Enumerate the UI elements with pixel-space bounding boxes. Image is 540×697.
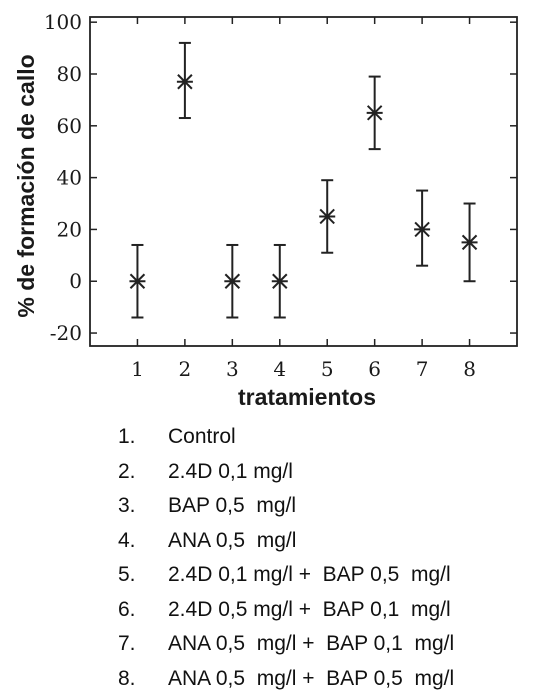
asterisk-marker <box>224 273 241 289</box>
x-axis: 1 2 3 4 5 6 7 8 <box>131 17 476 381</box>
x-tick-label: 2 <box>179 357 192 381</box>
legend-item: 2. 2.4D 0,1 mg/l <box>118 455 454 490</box>
y-tick-label: -20 <box>50 321 82 345</box>
x-tick-label: 5 <box>321 357 334 381</box>
x-axis-title: tratamientos <box>238 384 376 410</box>
y-tick-label: 100 <box>44 10 82 34</box>
legend-item: 8. ANA 0,5 mg/l + BAP 0,5 mg/l <box>118 662 454 697</box>
asterisk-marker <box>271 273 288 289</box>
treatment-legend: 1. Control 2. 2.4D 0,1 mg/l 3. BAP 0,5 mg/l 4.… <box>118 420 454 696</box>
legend-item-number: 7. <box>118 632 136 655</box>
legend-item-number: 1. <box>118 425 136 448</box>
legend-item-number: 3. <box>118 494 136 517</box>
data-point <box>366 75 383 151</box>
asterisk-marker <box>129 273 146 289</box>
y-axis: -20 0 20 40 60 80 100 <box>44 10 517 345</box>
legend-item-label: BAP 0,5 mg/l <box>168 494 297 517</box>
legend-item: 1. Control <box>118 420 454 455</box>
y-axis-title: % de formación de callo <box>13 54 39 317</box>
data-points <box>129 41 478 319</box>
data-point <box>224 243 241 319</box>
asterisk-marker <box>461 234 478 251</box>
legend-item-number: 8. <box>118 666 136 690</box>
legend-item-label: 2.4D 0,1 mg/l <box>168 459 293 483</box>
x-tick-label: 7 <box>416 357 429 381</box>
y-tick-label: 0 <box>69 269 82 293</box>
legend-item: 7. ANA 0,5 mg/l + BAP 0,1 mg/l <box>118 627 454 662</box>
legend-item-number: 6. <box>118 597 136 621</box>
data-point <box>129 243 146 319</box>
legend-item-number: 5. <box>118 563 136 586</box>
data-point <box>319 179 336 254</box>
data-point <box>271 243 288 319</box>
asterisk-marker <box>319 208 336 225</box>
legend-item-label: 2.4D 0,5 mg/l + BAP 0,1 mg/l <box>168 597 451 621</box>
data-point <box>414 189 431 267</box>
y-tick-label: 60 <box>57 114 82 138</box>
legend-item-label: ANA 0,5 mg/l + BAP 0,1 mg/l <box>168 632 455 655</box>
legend-item-label: Control <box>168 425 236 448</box>
legend-item-number: 2. <box>118 459 136 483</box>
data-point <box>176 41 193 120</box>
asterisk-marker <box>176 74 193 90</box>
x-tick-label: 6 <box>368 357 381 381</box>
legend-item-number: 4. <box>118 528 136 552</box>
data-point <box>461 202 478 283</box>
x-tick-label: 3 <box>226 357 239 381</box>
asterisk-marker <box>414 221 431 238</box>
legend-item: 3. BAP 0,5 mg/l <box>118 489 454 524</box>
asterisk-marker <box>366 105 383 121</box>
x-tick-label: 8 <box>463 357 476 381</box>
legend-item: 5. 2.4D 0,1 mg/l + BAP 0,5 mg/l <box>118 558 454 593</box>
y-tick-label: 40 <box>57 166 82 190</box>
y-tick-label: 80 <box>57 62 82 86</box>
scatter-chart: -20 0 20 40 60 80 100 1 2 3 4 5 6 7 8 tratamientos % … <box>13 10 518 410</box>
legend-item-label: ANA 0,5 mg/l + BAP 0,5 mg/l <box>168 666 455 690</box>
plot-area <box>89 16 518 347</box>
x-tick-label: 1 <box>131 357 144 381</box>
legend-item-label: 2.4D 0,1 mg/l + BAP 0,5 mg/l <box>168 563 451 586</box>
legend-item-label: ANA 0,5 mg/l <box>168 528 297 552</box>
y-tick-label: 20 <box>57 217 82 241</box>
legend-item: 4. ANA 0,5 mg/l <box>118 524 454 559</box>
legend-item: 6. 2.4D 0,5 mg/l + BAP 0,1 mg/l <box>118 593 454 628</box>
x-tick-label: 4 <box>273 357 286 381</box>
